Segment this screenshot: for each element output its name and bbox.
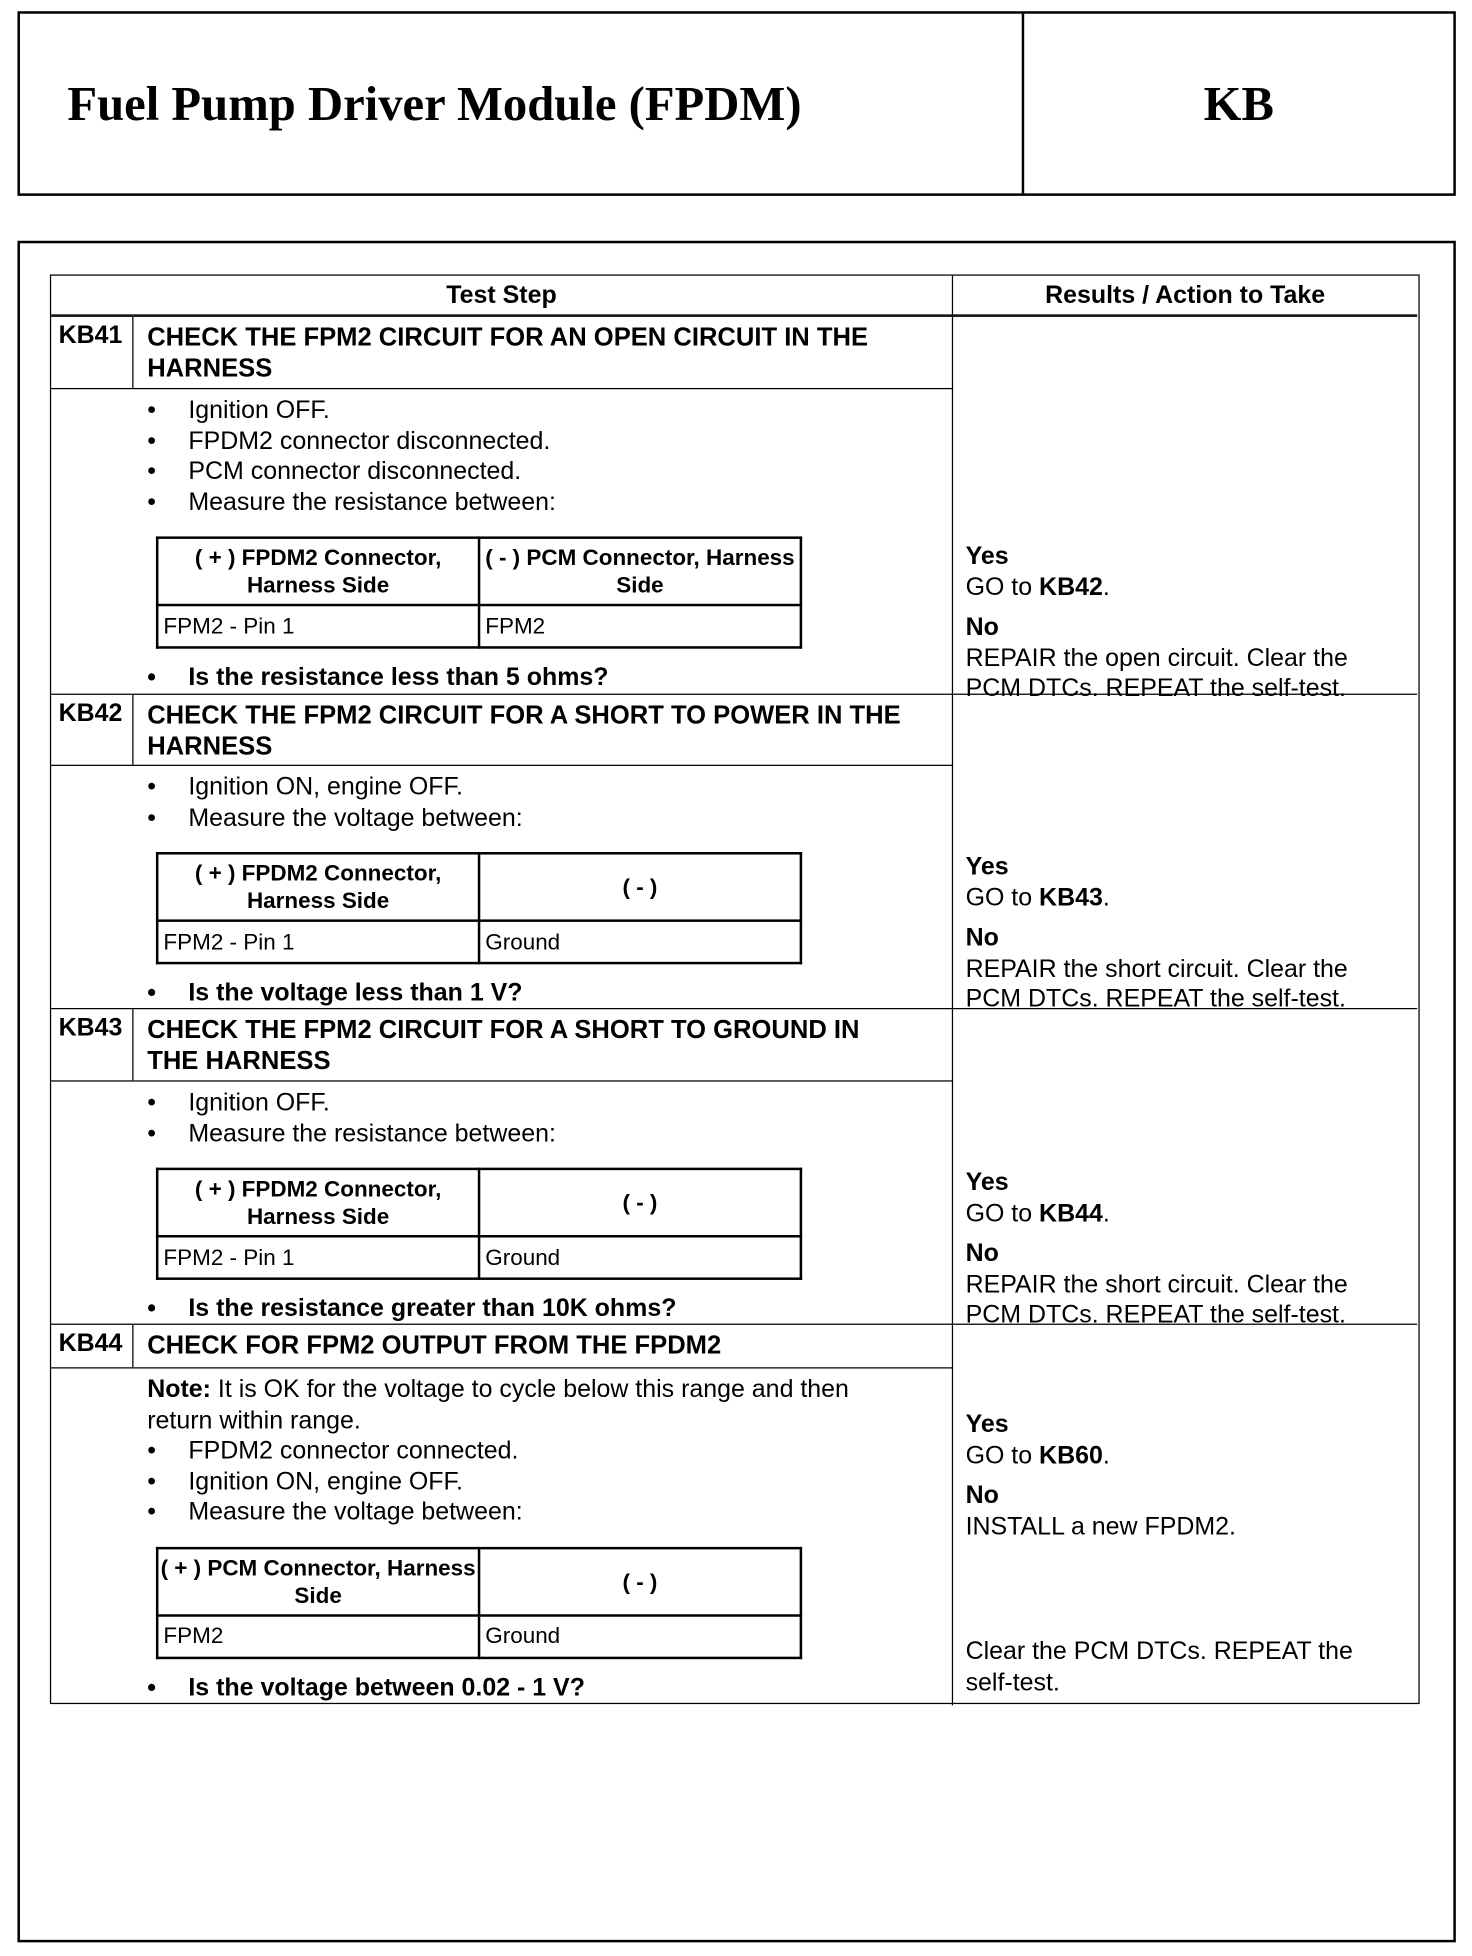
question: Is the resistance less than 5 ohms?: [147, 662, 953, 693]
step-title: CHECK THE FPM2 CIRCUIT FOR A SHORT TO GR…: [147, 1015, 860, 1076]
bullet-item: Ignition OFF.: [147, 395, 953, 426]
test-step-kb41: KB41 CHECK THE FPM2 CIRCUIT FOR AN OPEN …: [51, 315, 1418, 702]
step-title-row: KB42 CHECK THE FPM2 CIRCUIT FOR A SHORT …: [51, 694, 954, 766]
measurement-positive-header: ( + ) FPDM2 Connector, Harness Side: [155, 536, 481, 607]
step-title-row: KB41 CHECK THE FPM2 CIRCUIT FOR AN OPEN …: [51, 316, 954, 390]
no-label: No: [965, 613, 999, 642]
question: Is the voltage between 0.02 - 1 V?: [147, 1672, 953, 1703]
no-label: No: [965, 1240, 999, 1268]
bullet-item: Ignition ON, engine OFF.: [147, 1466, 953, 1497]
question: Is the voltage less than 1 V?: [147, 978, 953, 1009]
results: Yes GO to KB43. No REPAIR the short circ…: [966, 852, 1405, 1015]
bullet-item: PCM connector disconnected.: [147, 457, 953, 488]
bullet-item: Measure the voltage between:: [147, 1497, 953, 1528]
goto-link[interactable]: KB43: [1039, 883, 1103, 912]
step-title-row: KB44 CHECK FOR FPM2 OUTPUT FROM THE FPDM…: [51, 1324, 954, 1369]
yes-label: Yes: [965, 1168, 1009, 1197]
measurement-negative-header: ( - ) PCM Connector, Harness Side: [477, 536, 803, 607]
bullet-item: FPDM2 connector connected.: [147, 1436, 953, 1467]
section-code: KB: [1203, 77, 1274, 131]
step-body: Note: It is OK for the voltage to cycle …: [51, 1369, 953, 1703]
bullet-item: Ignition ON, engine OFF.: [147, 772, 953, 803]
step-id: KB41: [51, 316, 134, 388]
measurement-table: ( + ) FPDM2 Connector, Harness Side( - )…: [155, 852, 803, 965]
step-title: CHECK THE FPM2 CIRCUIT FOR A SHORT TO PO…: [147, 701, 901, 761]
step-id: KB42: [51, 694, 134, 765]
measurement-positive-value: FPM2 - Pin 1: [155, 1235, 481, 1280]
measurement-table: ( + ) PCM Connector, Harness Side( - ) F…: [155, 1546, 803, 1659]
no-action: REPAIR the short circuit. Clear the PCM …: [965, 1270, 1348, 1329]
page-header: Fuel Pump Driver Module (FPDM) KB: [17, 11, 1456, 196]
goto-link[interactable]: KB44: [1039, 1199, 1103, 1227]
no-label: No: [965, 1482, 999, 1510]
measurement-negative-value: Ground: [477, 919, 803, 965]
column-header-test-step: Test Step: [51, 275, 954, 316]
measurement-positive-value: FPM2 - Pin 1: [155, 603, 481, 649]
measurement-negative-header: ( - ): [477, 1546, 803, 1617]
results: Yes GO to KB42. No REPAIR the open circu…: [966, 541, 1405, 704]
bullet-item: FPDM2 connector disconnected.: [147, 426, 953, 457]
goto-link[interactable]: KB60: [1039, 1441, 1103, 1469]
content-frame: [17, 240, 1456, 1943]
test-step-kb42: KB42 CHECK THE FPM2 CIRCUIT FOR A SHORT …: [51, 693, 1418, 1013]
question: Is the resistance greater than 10K ohms?: [147, 1294, 953, 1325]
test-step-kb44: KB44 CHECK FOR FPM2 OUTPUT FROM THE FPDM…: [51, 1323, 1418, 1706]
test-step-cell: [51, 694, 954, 1008]
step-id: KB43: [51, 1009, 134, 1081]
measurement-negative-value: Ground: [477, 1235, 803, 1280]
no-action: REPAIR the short circuit. Clear the PCM …: [965, 954, 1348, 1013]
no-action: INSTALL a new FPDM2.: [965, 1512, 1236, 1541]
measurement-negative-value: FPM2: [477, 603, 803, 649]
yes-label: Yes: [965, 1410, 1009, 1439]
test-table: Test Step Results / Action to Take KB41 …: [49, 274, 1420, 1706]
step-body: Ignition OFF.FPDM2 connector disconnecte…: [51, 389, 953, 693]
results: Yes GO to KB44. No REPAIR the short circ…: [966, 1168, 1405, 1331]
yes-action: GO to KB60.: [965, 1441, 1110, 1469]
step-body: Ignition OFF.Measure the resistance betw…: [51, 1082, 953, 1325]
bullet-item: Ignition OFF.: [147, 1088, 953, 1119]
step-body: Ignition ON, engine OFF.Measure the volt…: [51, 766, 953, 1009]
yes-action: GO to KB42.: [965, 573, 1110, 601]
test-step-cell: [51, 1009, 954, 1324]
yes-action: GO to KB44.: [965, 1199, 1110, 1227]
no-action: REPAIR the open circuit. Clear the PCM D…: [965, 644, 1348, 703]
step-title-row: KB43 CHECK THE FPM2 CIRCUIT FOR A SHORT …: [51, 1009, 954, 1082]
results-footer: Clear the PCM DTCs. REPEAT the self-test…: [965, 1637, 1353, 1696]
goto-link[interactable]: KB42: [1039, 573, 1103, 601]
bullet-item: Measure the voltage between:: [147, 803, 953, 834]
page-title: Fuel Pump Driver Module (FPDM): [67, 77, 802, 131]
measurement-positive-value: FPM2: [155, 1613, 481, 1659]
yes-label: Yes: [965, 542, 1009, 571]
measurement-negative-header: ( - ): [477, 852, 803, 922]
measurement-negative-value: Ground: [477, 1613, 803, 1659]
no-label: No: [965, 924, 999, 952]
bullet-item: Measure the resistance between:: [147, 1118, 953, 1149]
header-divider: [1021, 13, 1025, 194]
step-title: CHECK THE FPM2 CIRCUIT FOR AN OPEN CIRCU…: [147, 323, 869, 383]
measurement-positive-value: FPM2 - Pin 1: [155, 919, 481, 965]
test-step-kb43: KB43 CHECK THE FPM2 CIRCUIT FOR A SHORT …: [51, 1007, 1418, 1329]
measurement-positive-header: ( + ) PCM Connector, Harness Side: [155, 1546, 481, 1617]
measurement-positive-header: ( + ) FPDM2 Connector, Harness Side: [155, 852, 481, 922]
measurement-table: ( + ) FPDM2 Connector, Harness Side( - )…: [155, 536, 803, 649]
bullet-item: Measure the resistance between:: [147, 487, 953, 518]
yes-action: GO to KB43.: [965, 883, 1110, 912]
measurement-positive-header: ( + ) FPDM2 Connector, Harness Side: [155, 1167, 481, 1238]
results: Yes GO to KB60. No INSTALL a new FPDM2.: [966, 1410, 1405, 1542]
measurement-negative-header: ( - ): [477, 1167, 803, 1238]
column-header-results: Results / Action to Take: [953, 276, 1418, 316]
step-title: CHECK FOR FPM2 OUTPUT FROM THE FPDM2: [147, 1331, 722, 1360]
note: Note: It is OK for the voltage to cycle …: [147, 1375, 849, 1435]
step-id: KB44: [51, 1324, 134, 1368]
measurement-table: ( + ) FPDM2 Connector, Harness Side( - )…: [155, 1167, 803, 1280]
yes-label: Yes: [965, 853, 1009, 881]
